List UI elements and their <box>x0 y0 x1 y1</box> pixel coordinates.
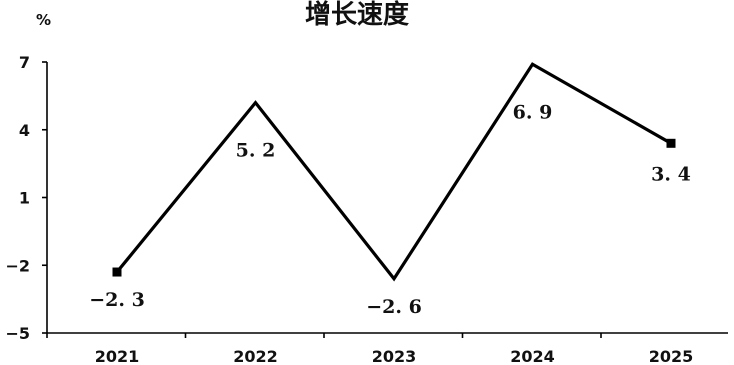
data-label: 5. 2 <box>236 140 276 162</box>
marker-group <box>112 138 676 277</box>
x-tick-group: 2021 2022 2023 2024 2025 <box>46 333 694 365</box>
y-tick-label: −5 <box>5 324 30 343</box>
x-tick-label: 2023 <box>372 347 417 365</box>
y-tick-label: 1 <box>19 189 30 208</box>
x-tick-label: 2024 <box>510 347 555 365</box>
data-label: −2. 6 <box>366 296 422 318</box>
y-tick-label: 7 <box>19 53 30 72</box>
data-label: −2. 3 <box>89 289 145 311</box>
data-point-marker <box>666 138 676 148</box>
data-label: 6. 9 <box>513 101 553 123</box>
data-label: 3. 4 <box>651 163 691 185</box>
x-tick-label: 2025 <box>649 347 694 365</box>
chart-title: 增长速度 <box>305 0 409 30</box>
series-line <box>115 62 672 282</box>
y-unit-label: % <box>36 11 51 29</box>
data-label-group: −2. 3 5. 2 −2. 6 6. 9 3. 4 <box>89 101 691 318</box>
x-tick-label: 2022 <box>233 347 278 365</box>
data-point-marker <box>112 267 122 277</box>
y-tick-label: −2 <box>5 256 30 275</box>
y-tick-label: 4 <box>19 121 30 140</box>
y-tick-group: 7 4 1 −2 −5 <box>5 53 47 343</box>
x-tick-label: 2021 <box>95 347 140 365</box>
